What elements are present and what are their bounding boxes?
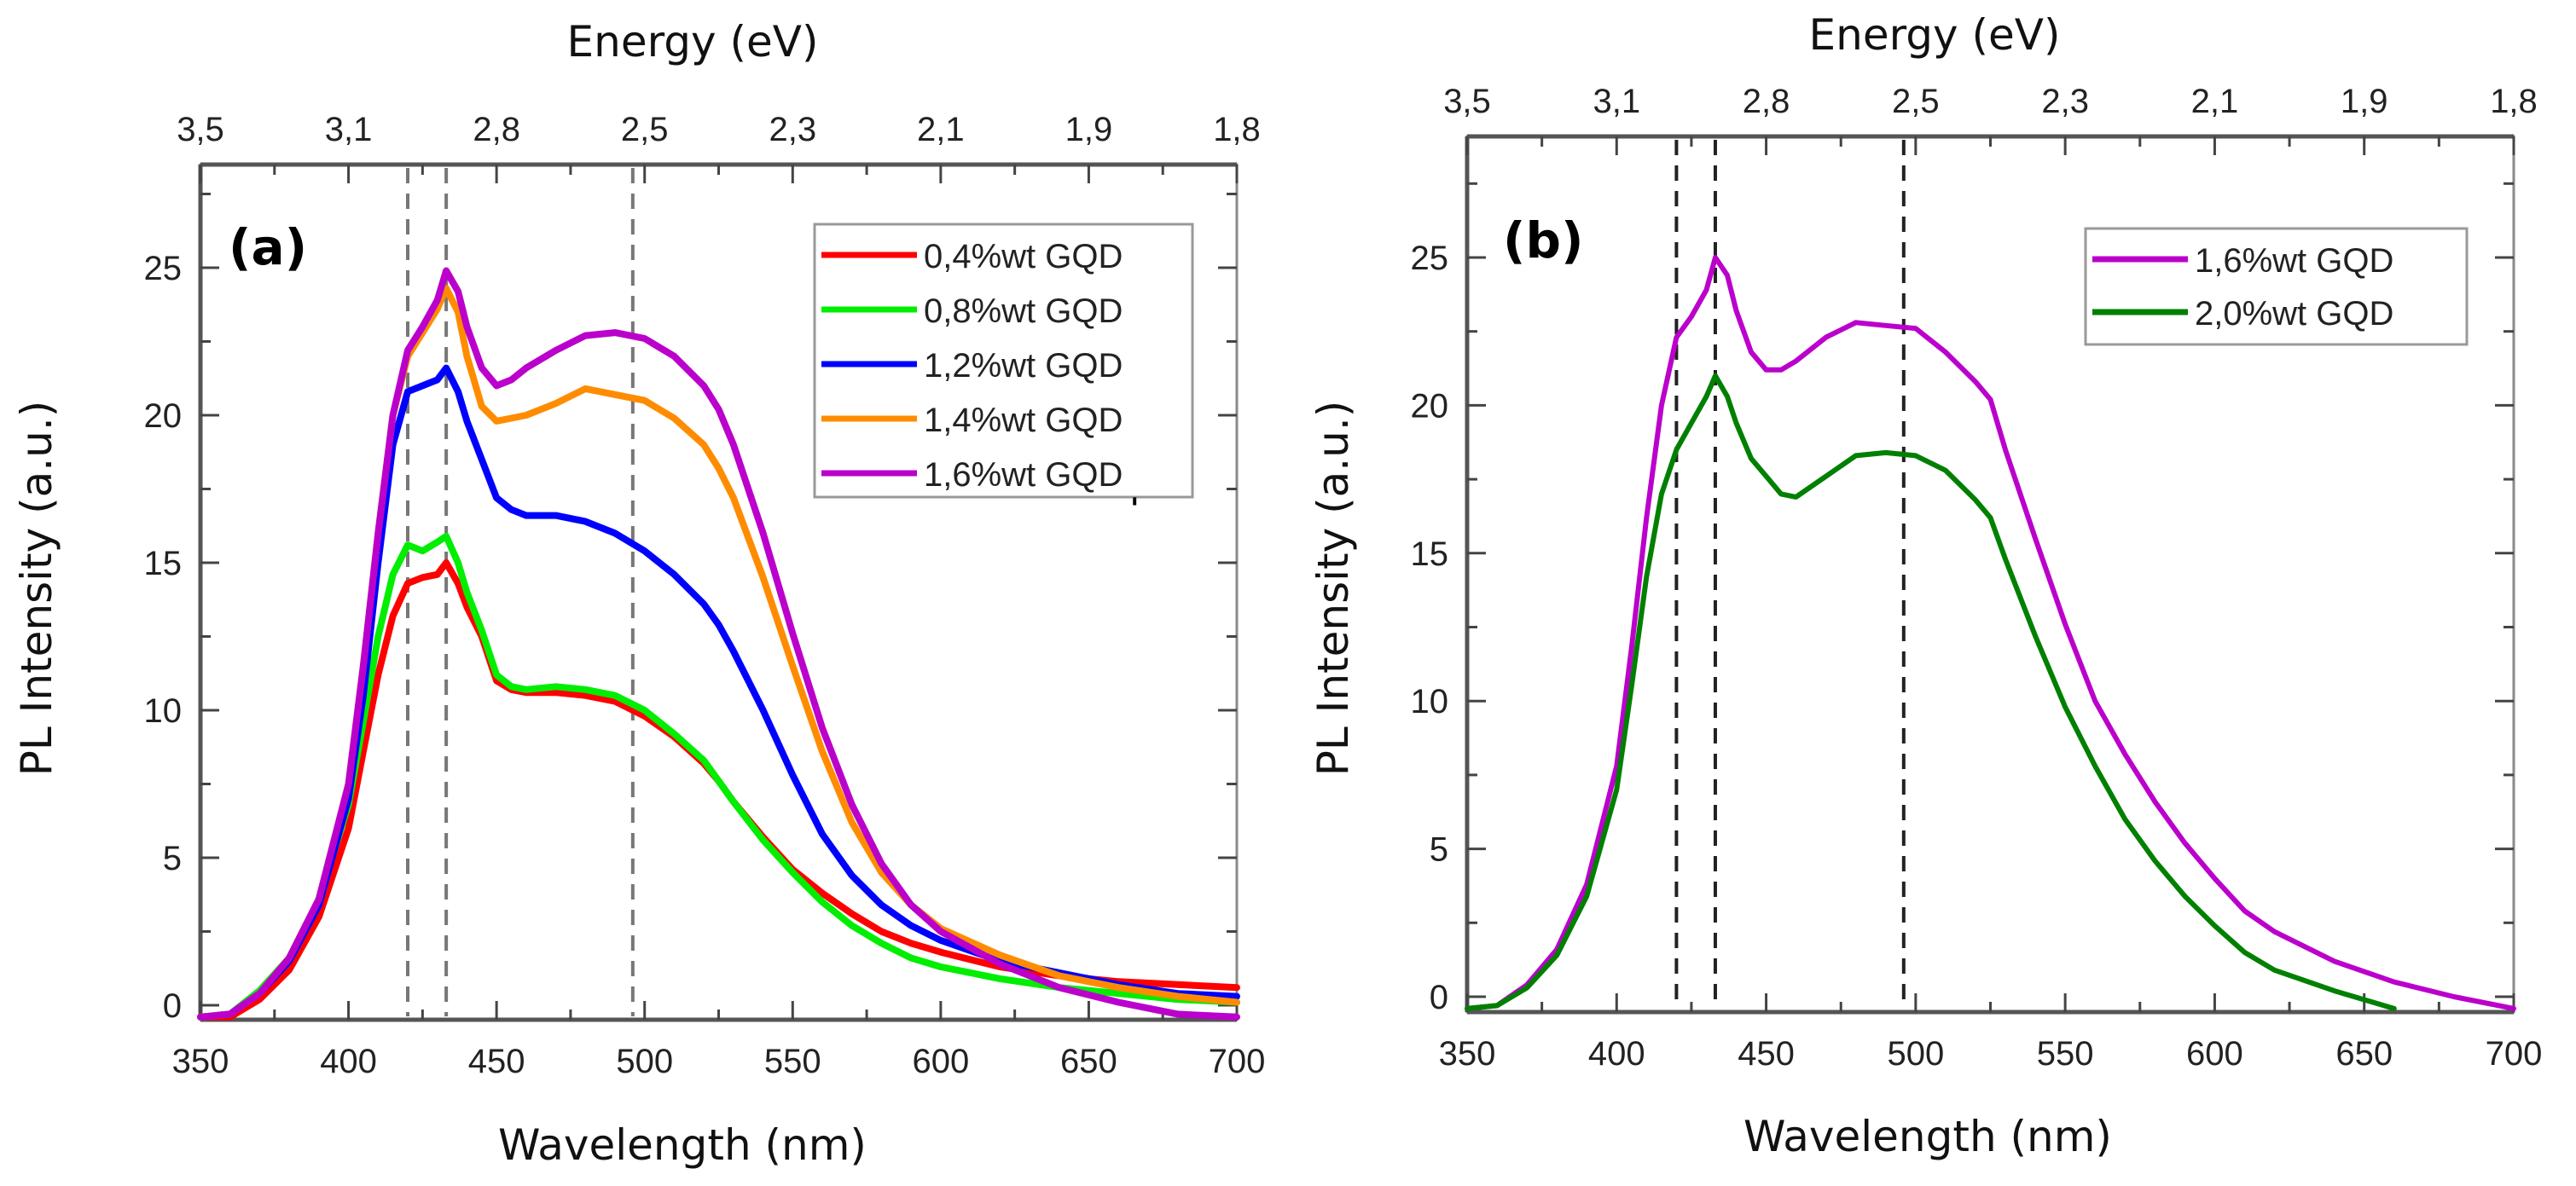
y-tick-label: 5 — [163, 840, 182, 877]
x-tick-label: 500 — [616, 1043, 673, 1080]
legend-label: 1,6%wt GQD — [924, 456, 1123, 494]
y-axis-title: PL Intensity (a.u.) — [1308, 401, 1358, 777]
y-tick-label: 25 — [144, 250, 183, 287]
top-tick-label: 2,3 — [2041, 83, 2089, 120]
legend-label: 2,0%wt GQD — [2195, 295, 2393, 333]
legend-label: 1,4%wt GQD — [924, 402, 1123, 439]
legend: 1,6%wt GQD 2,0%wt GQD — [2084, 227, 2469, 346]
top-tick-label: 3,1 — [325, 111, 373, 148]
top-tick-label: 3,5 — [177, 111, 224, 148]
top-tick-label: 1,9 — [1065, 111, 1113, 148]
top-tick-label: 2,5 — [1892, 83, 1940, 120]
top-tick-label: 1,8 — [2490, 83, 2538, 120]
series-line-0 — [1465, 255, 2516, 1011]
y-tick-label: 20 — [144, 397, 183, 435]
series-line-1 — [197, 532, 1240, 1021]
top-tick-label: 3,1 — [1593, 83, 1640, 120]
top-tick-label: 2,1 — [2191, 83, 2239, 120]
top-tick-label: 2,8 — [473, 111, 520, 148]
panel-a: Energy (eV) Wavelength (nm) PL Intensity… — [12, 17, 1265, 1170]
series-line-4 — [197, 267, 1240, 1021]
plot-area: 350 400 450 500 550 600 650 700 3,5 3,1 2,8 2,5 2,3 2… — [144, 111, 1266, 1080]
x-tick-label: 350 — [1439, 1035, 1496, 1073]
x-tick-label: 500 — [1887, 1035, 1944, 1073]
y-tick-label: 0 — [1430, 979, 1448, 1016]
top-tick-label: 1,9 — [2341, 83, 2388, 120]
legend-label: 1,2%wt GQD — [924, 347, 1123, 385]
x-tick-label: 550 — [2037, 1035, 2094, 1073]
y-tick-label: 25 — [1411, 240, 1449, 277]
top-tick-label: 1,8 — [1213, 111, 1261, 148]
y-tick-label: 15 — [1411, 535, 1449, 573]
x-axis-title: Wavelength (nm) — [498, 1120, 867, 1170]
series-line-1 — [1465, 373, 2397, 1011]
top-tick-label: 2,1 — [917, 111, 965, 148]
y-axis-title: PL Intensity (a.u.) — [12, 401, 61, 777]
legend: 0,4%wt GQD 0,8%wt GQD 1,2%wt GQD 1,4%wt GQD… — [813, 223, 1194, 499]
legend-box — [2084, 227, 2469, 346]
x-tick-label: 450 — [1738, 1035, 1795, 1073]
y-tick-label: 5 — [1430, 831, 1448, 869]
y-tick-label: 10 — [144, 692, 183, 730]
x-tick-label: 550 — [764, 1043, 821, 1080]
legend-label: 1,6%wt GQD — [2195, 242, 2393, 280]
panel-label: (b) — [1503, 211, 1584, 269]
y-tick-label: 10 — [1411, 683, 1449, 720]
x-tick-label: 450 — [468, 1043, 525, 1080]
panel-label: (a) — [229, 218, 307, 276]
stray-mark: ' — [1130, 492, 1139, 526]
top-axis-title: Energy (eV) — [1809, 10, 2061, 60]
top-tick-label: 2,5 — [621, 111, 669, 148]
legend-box — [813, 223, 1194, 499]
legend-label: 0,8%wt GQD — [924, 292, 1123, 330]
y-tick-label: 0 — [163, 987, 182, 1025]
x-tick-label: 400 — [320, 1043, 377, 1080]
y-tick-label: 20 — [1411, 387, 1449, 425]
top-tick-label: 2,3 — [769, 111, 816, 148]
x-axis-title: Wavelength (nm) — [1743, 1112, 2112, 1161]
x-tick-label: 700 — [1209, 1043, 1266, 1080]
legend-label: 0,4%wt GQD — [924, 238, 1123, 275]
x-tick-label: 650 — [2335, 1035, 2393, 1073]
x-tick-label: 650 — [1060, 1043, 1117, 1080]
x-tick-label: 600 — [2186, 1035, 2243, 1073]
top-axis-title: Energy (eV) — [567, 17, 819, 67]
x-tick-label: 350 — [172, 1043, 229, 1080]
x-tick-label: 400 — [1588, 1035, 1645, 1073]
top-tick-label: 2,8 — [1743, 83, 1790, 120]
panel-b: Energy (eV) Wavelength (nm) PL Intensity… — [1308, 10, 2542, 1161]
series-line-0 — [197, 559, 1240, 1021]
y-tick-label: 15 — [144, 545, 183, 582]
x-tick-label: 700 — [2486, 1035, 2543, 1073]
top-tick-label: 3,5 — [1443, 83, 1491, 120]
x-tick-label: 600 — [912, 1043, 969, 1080]
plot-area: 350 400 450 500 550 600 650 700 3,5 3,1 2,8 2,5 2,3 2… — [1411, 83, 2543, 1073]
